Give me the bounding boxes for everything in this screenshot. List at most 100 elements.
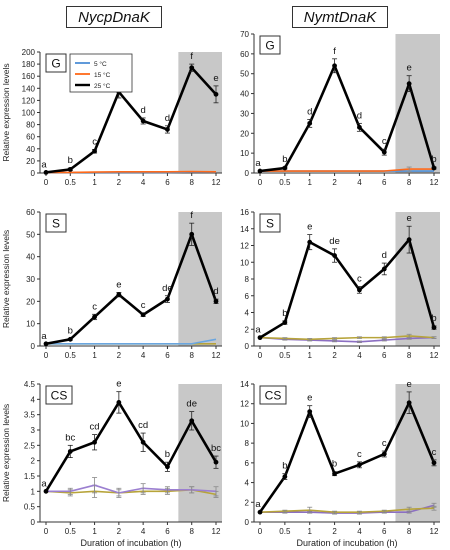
significance-letter: cd [138, 420, 148, 431]
significance-letter: bc [211, 443, 221, 454]
data-point [165, 464, 170, 470]
data-point [282, 474, 288, 480]
significance-letter: e [116, 279, 121, 290]
y-tick-label: 200 [22, 48, 36, 57]
data-point [43, 169, 49, 175]
shaded-region [178, 52, 222, 173]
data-point [257, 509, 263, 515]
y-tick-label: 4 [245, 309, 250, 318]
y-tick-label: 0 [31, 518, 36, 527]
y-tick-label: 16 [240, 208, 249, 217]
series-line [259, 238, 436, 339]
data-point [140, 118, 146, 124]
y-tick-label: 140 [22, 84, 36, 93]
y-tick-label: 14 [240, 225, 249, 234]
x-tick-label: 12 [430, 351, 439, 360]
x-tick-label: 1 [92, 178, 97, 187]
significance-letter: c [92, 136, 97, 147]
data-point [357, 462, 362, 468]
significance-letter: f [190, 210, 193, 221]
y-tick-label: 100 [22, 109, 36, 118]
data-point [332, 471, 337, 477]
x-tick-label: 0.5 [65, 178, 77, 187]
panel-label: CS [51, 389, 68, 403]
data-point [282, 320, 288, 325]
significance-letter: d [382, 250, 387, 261]
panel-label-box [259, 213, 281, 233]
series-line [260, 168, 434, 172]
significance-letter: e [307, 222, 312, 233]
x-tick-label: 0.5 [279, 527, 291, 536]
significance-letter: b [282, 461, 287, 472]
significance-letter: de [162, 283, 173, 294]
y-tick-label: 10 [240, 419, 249, 428]
panel-label: S [52, 217, 60, 231]
data-point [332, 253, 337, 258]
x-tick-label: 12 [212, 527, 221, 536]
y-tick-label: 160 [22, 72, 36, 81]
panel-label-box [45, 213, 67, 233]
y-tick-label: 40 [240, 90, 249, 99]
x-tick-label: 4 [141, 527, 146, 536]
data-point [431, 325, 437, 330]
significance-letter: de [186, 399, 197, 410]
x-tick-label: 0 [44, 351, 49, 360]
x-tick-label: 2 [117, 178, 122, 187]
data-point [43, 341, 49, 347]
series-line [46, 484, 217, 494]
y-tick-label: 20 [26, 157, 35, 166]
y-tick-label: 2 [245, 325, 250, 334]
legend-label: 15 °C [94, 71, 111, 79]
x-tick-label: 2 [332, 351, 337, 360]
column-title-left: NycpDnaK [66, 6, 162, 28]
panel-label: G [265, 39, 274, 53]
significance-letter: b [282, 154, 287, 165]
y-tick-label: 70 [240, 30, 249, 39]
panel-label: G [51, 57, 60, 71]
x-tick-label: 4 [357, 527, 362, 536]
significance-letter: d [165, 113, 170, 124]
x-tick-label: 1 [92, 351, 97, 360]
x-tick-label: 0 [258, 527, 263, 536]
y-tick-label: 0.5 [24, 503, 36, 512]
x-tick-label: 8 [189, 178, 194, 187]
y-tick-label: 1.5 [24, 472, 36, 481]
x-tick-label: 0.5 [65, 527, 77, 536]
x-tick-label: 6 [165, 178, 170, 187]
x-tick-label: 8 [189, 351, 194, 360]
x-tick-label: 6 [382, 527, 387, 536]
series-line [259, 335, 435, 341]
y-tick-label: 0 [31, 169, 36, 178]
y-tick-label: 50 [26, 230, 35, 239]
significance-letter: de [329, 236, 340, 247]
x-tick-label: 1 [307, 178, 312, 187]
series-line [258, 401, 436, 513]
y-tick-label: 2.5 [24, 441, 36, 450]
x-tick-label: 8 [407, 178, 412, 187]
x-tick-label: 1 [92, 527, 97, 536]
series-line [46, 170, 217, 174]
legend-label: 5 °C [94, 60, 107, 68]
column-title-right: NymtDnaK [292, 6, 388, 28]
x-tick-label: 12 [430, 178, 439, 187]
x-tick-label: 8 [407, 351, 412, 360]
data-point [92, 314, 97, 320]
shaded-region [178, 384, 222, 522]
data-point [116, 292, 122, 298]
significance-letter: c [432, 447, 437, 458]
y-tick-label: 8 [245, 275, 250, 284]
panel-label-box [259, 35, 281, 55]
y-tick-label: 10 [26, 320, 35, 329]
significance-letter: b [68, 325, 73, 336]
significance-letter: a [255, 499, 261, 510]
x-tick-label: 8 [407, 527, 412, 536]
series-line [259, 507, 435, 513]
significance-letter: d [307, 106, 312, 117]
data-point [307, 120, 313, 126]
significance-letter: a [41, 159, 47, 170]
data-point [189, 65, 195, 71]
x-tick-label: 12 [212, 178, 221, 187]
significance-letter: a [41, 331, 47, 342]
